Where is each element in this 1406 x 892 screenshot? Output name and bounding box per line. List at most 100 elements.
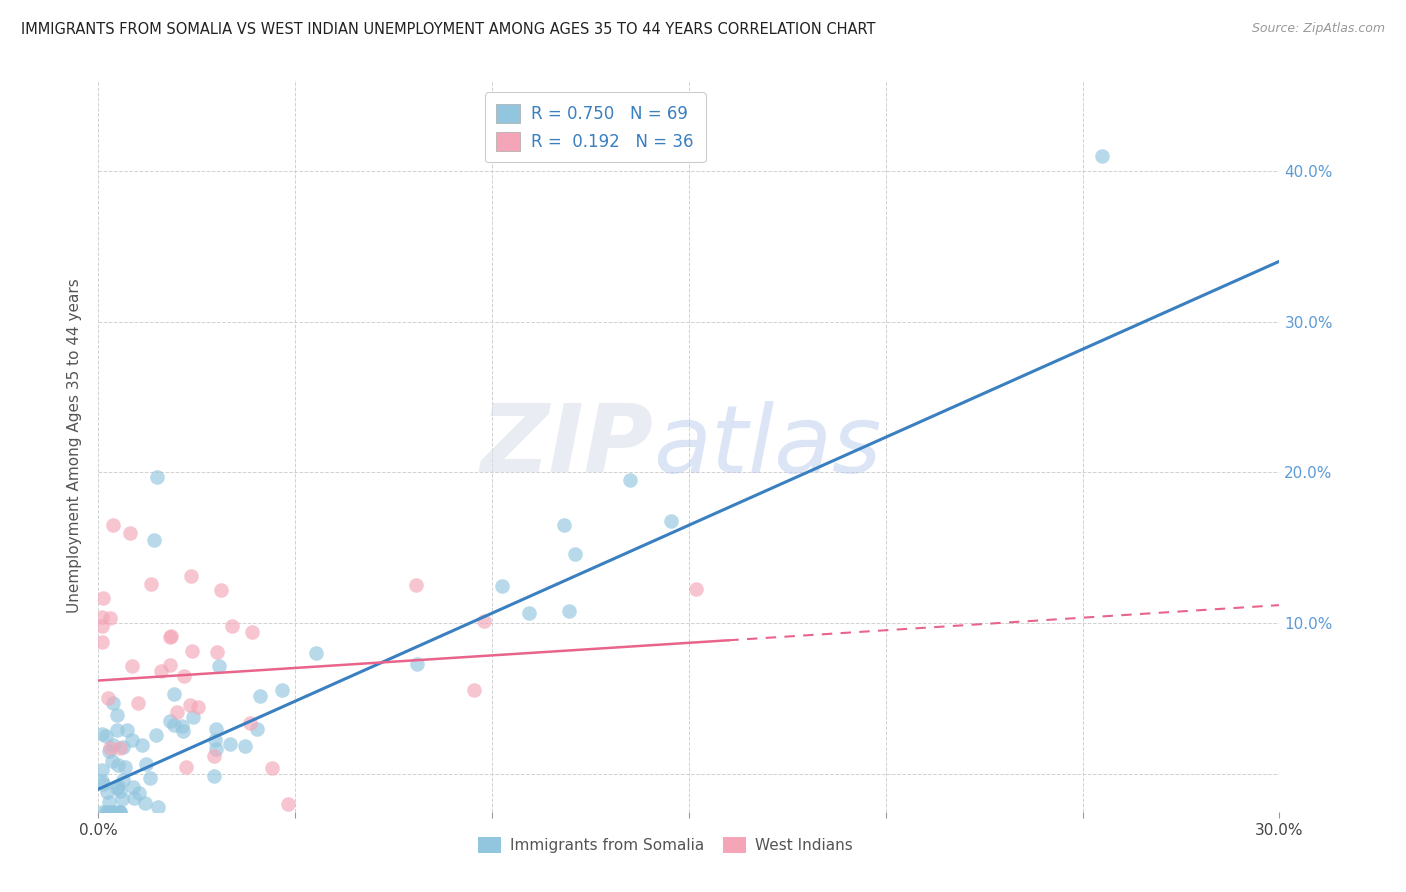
Point bbox=[96, 785, 118, 799]
Point bbox=[94, 730, 117, 744]
Point bbox=[159, 658, 181, 673]
Point bbox=[134, 796, 156, 810]
Point bbox=[114, 760, 136, 774]
Point bbox=[277, 797, 299, 812]
Point bbox=[564, 547, 586, 561]
Point bbox=[91, 619, 114, 633]
Point bbox=[240, 624, 263, 639]
Text: atlas: atlas bbox=[654, 401, 882, 491]
Point bbox=[221, 619, 243, 633]
Point bbox=[166, 705, 188, 719]
Point bbox=[159, 631, 181, 645]
Point bbox=[122, 791, 145, 805]
Point bbox=[121, 733, 143, 747]
Point bbox=[163, 717, 186, 731]
Text: IMMIGRANTS FROM SOMALIA VS WEST INDIAN UNEMPLOYMENT AMONG AGES 35 TO 44 YEARS CO: IMMIGRANTS FROM SOMALIA VS WEST INDIAN U… bbox=[21, 22, 876, 37]
Point bbox=[472, 615, 495, 629]
Point bbox=[97, 795, 120, 809]
Point bbox=[131, 738, 153, 752]
Point bbox=[105, 708, 128, 723]
Point bbox=[97, 805, 120, 819]
Point bbox=[180, 569, 202, 583]
Point bbox=[218, 737, 240, 751]
Point bbox=[91, 726, 114, 740]
Point bbox=[121, 658, 143, 673]
Point bbox=[180, 643, 202, 657]
Point bbox=[145, 728, 167, 742]
Point bbox=[91, 805, 114, 819]
Point bbox=[101, 754, 124, 768]
Point bbox=[553, 518, 575, 533]
Text: ZIP: ZIP bbox=[481, 400, 654, 492]
Point bbox=[205, 742, 228, 756]
Point bbox=[142, 533, 165, 548]
Point bbox=[202, 769, 225, 783]
Point bbox=[146, 800, 169, 814]
Point bbox=[150, 665, 173, 679]
Point bbox=[491, 578, 513, 592]
Point bbox=[98, 741, 121, 756]
Point bbox=[103, 805, 125, 819]
Point bbox=[204, 733, 226, 747]
Point bbox=[118, 525, 141, 540]
Point bbox=[122, 780, 145, 794]
Point bbox=[107, 723, 129, 737]
Point bbox=[108, 784, 131, 798]
Point bbox=[111, 792, 134, 806]
Point bbox=[98, 805, 121, 819]
Point bbox=[101, 518, 124, 533]
Point bbox=[101, 738, 124, 752]
Point bbox=[558, 604, 581, 618]
Point bbox=[101, 805, 124, 819]
Point bbox=[245, 723, 267, 737]
Point bbox=[405, 578, 427, 592]
Point bbox=[517, 607, 540, 621]
Point bbox=[139, 576, 162, 591]
Point bbox=[105, 781, 128, 796]
Point bbox=[159, 714, 181, 729]
Point bbox=[107, 758, 129, 772]
Point bbox=[260, 761, 283, 775]
Point bbox=[661, 514, 683, 528]
Point bbox=[160, 629, 183, 643]
Point bbox=[173, 668, 195, 682]
Point bbox=[127, 696, 149, 710]
Point bbox=[112, 739, 135, 754]
Point bbox=[111, 773, 134, 788]
Point bbox=[233, 739, 256, 754]
Point bbox=[94, 805, 117, 819]
Point bbox=[91, 774, 114, 789]
Point bbox=[128, 785, 150, 799]
Point bbox=[204, 722, 226, 736]
Point bbox=[117, 723, 139, 737]
Legend: Immigrants from Somalia, West Indians: Immigrants from Somalia, West Indians bbox=[472, 830, 859, 859]
Point bbox=[97, 691, 120, 706]
Point bbox=[187, 700, 209, 714]
Point bbox=[205, 645, 228, 659]
Point bbox=[1091, 149, 1114, 163]
Point bbox=[110, 805, 132, 819]
Point bbox=[91, 635, 114, 649]
Point bbox=[108, 805, 131, 819]
Point bbox=[138, 772, 160, 786]
Point bbox=[146, 470, 169, 484]
Point bbox=[463, 683, 485, 698]
Point bbox=[172, 724, 194, 739]
Point bbox=[174, 759, 197, 773]
Point bbox=[98, 611, 121, 625]
Point bbox=[98, 744, 121, 758]
Point bbox=[101, 696, 124, 710]
Point bbox=[685, 582, 707, 596]
Point bbox=[179, 698, 201, 712]
Point bbox=[108, 740, 131, 755]
Point bbox=[181, 710, 204, 724]
Point bbox=[172, 719, 194, 733]
Point bbox=[271, 683, 294, 698]
Point bbox=[110, 805, 132, 819]
Point bbox=[305, 646, 328, 660]
Point bbox=[207, 658, 229, 673]
Point bbox=[91, 591, 114, 605]
Point bbox=[209, 582, 232, 597]
Point bbox=[91, 609, 114, 624]
Point bbox=[163, 687, 186, 701]
